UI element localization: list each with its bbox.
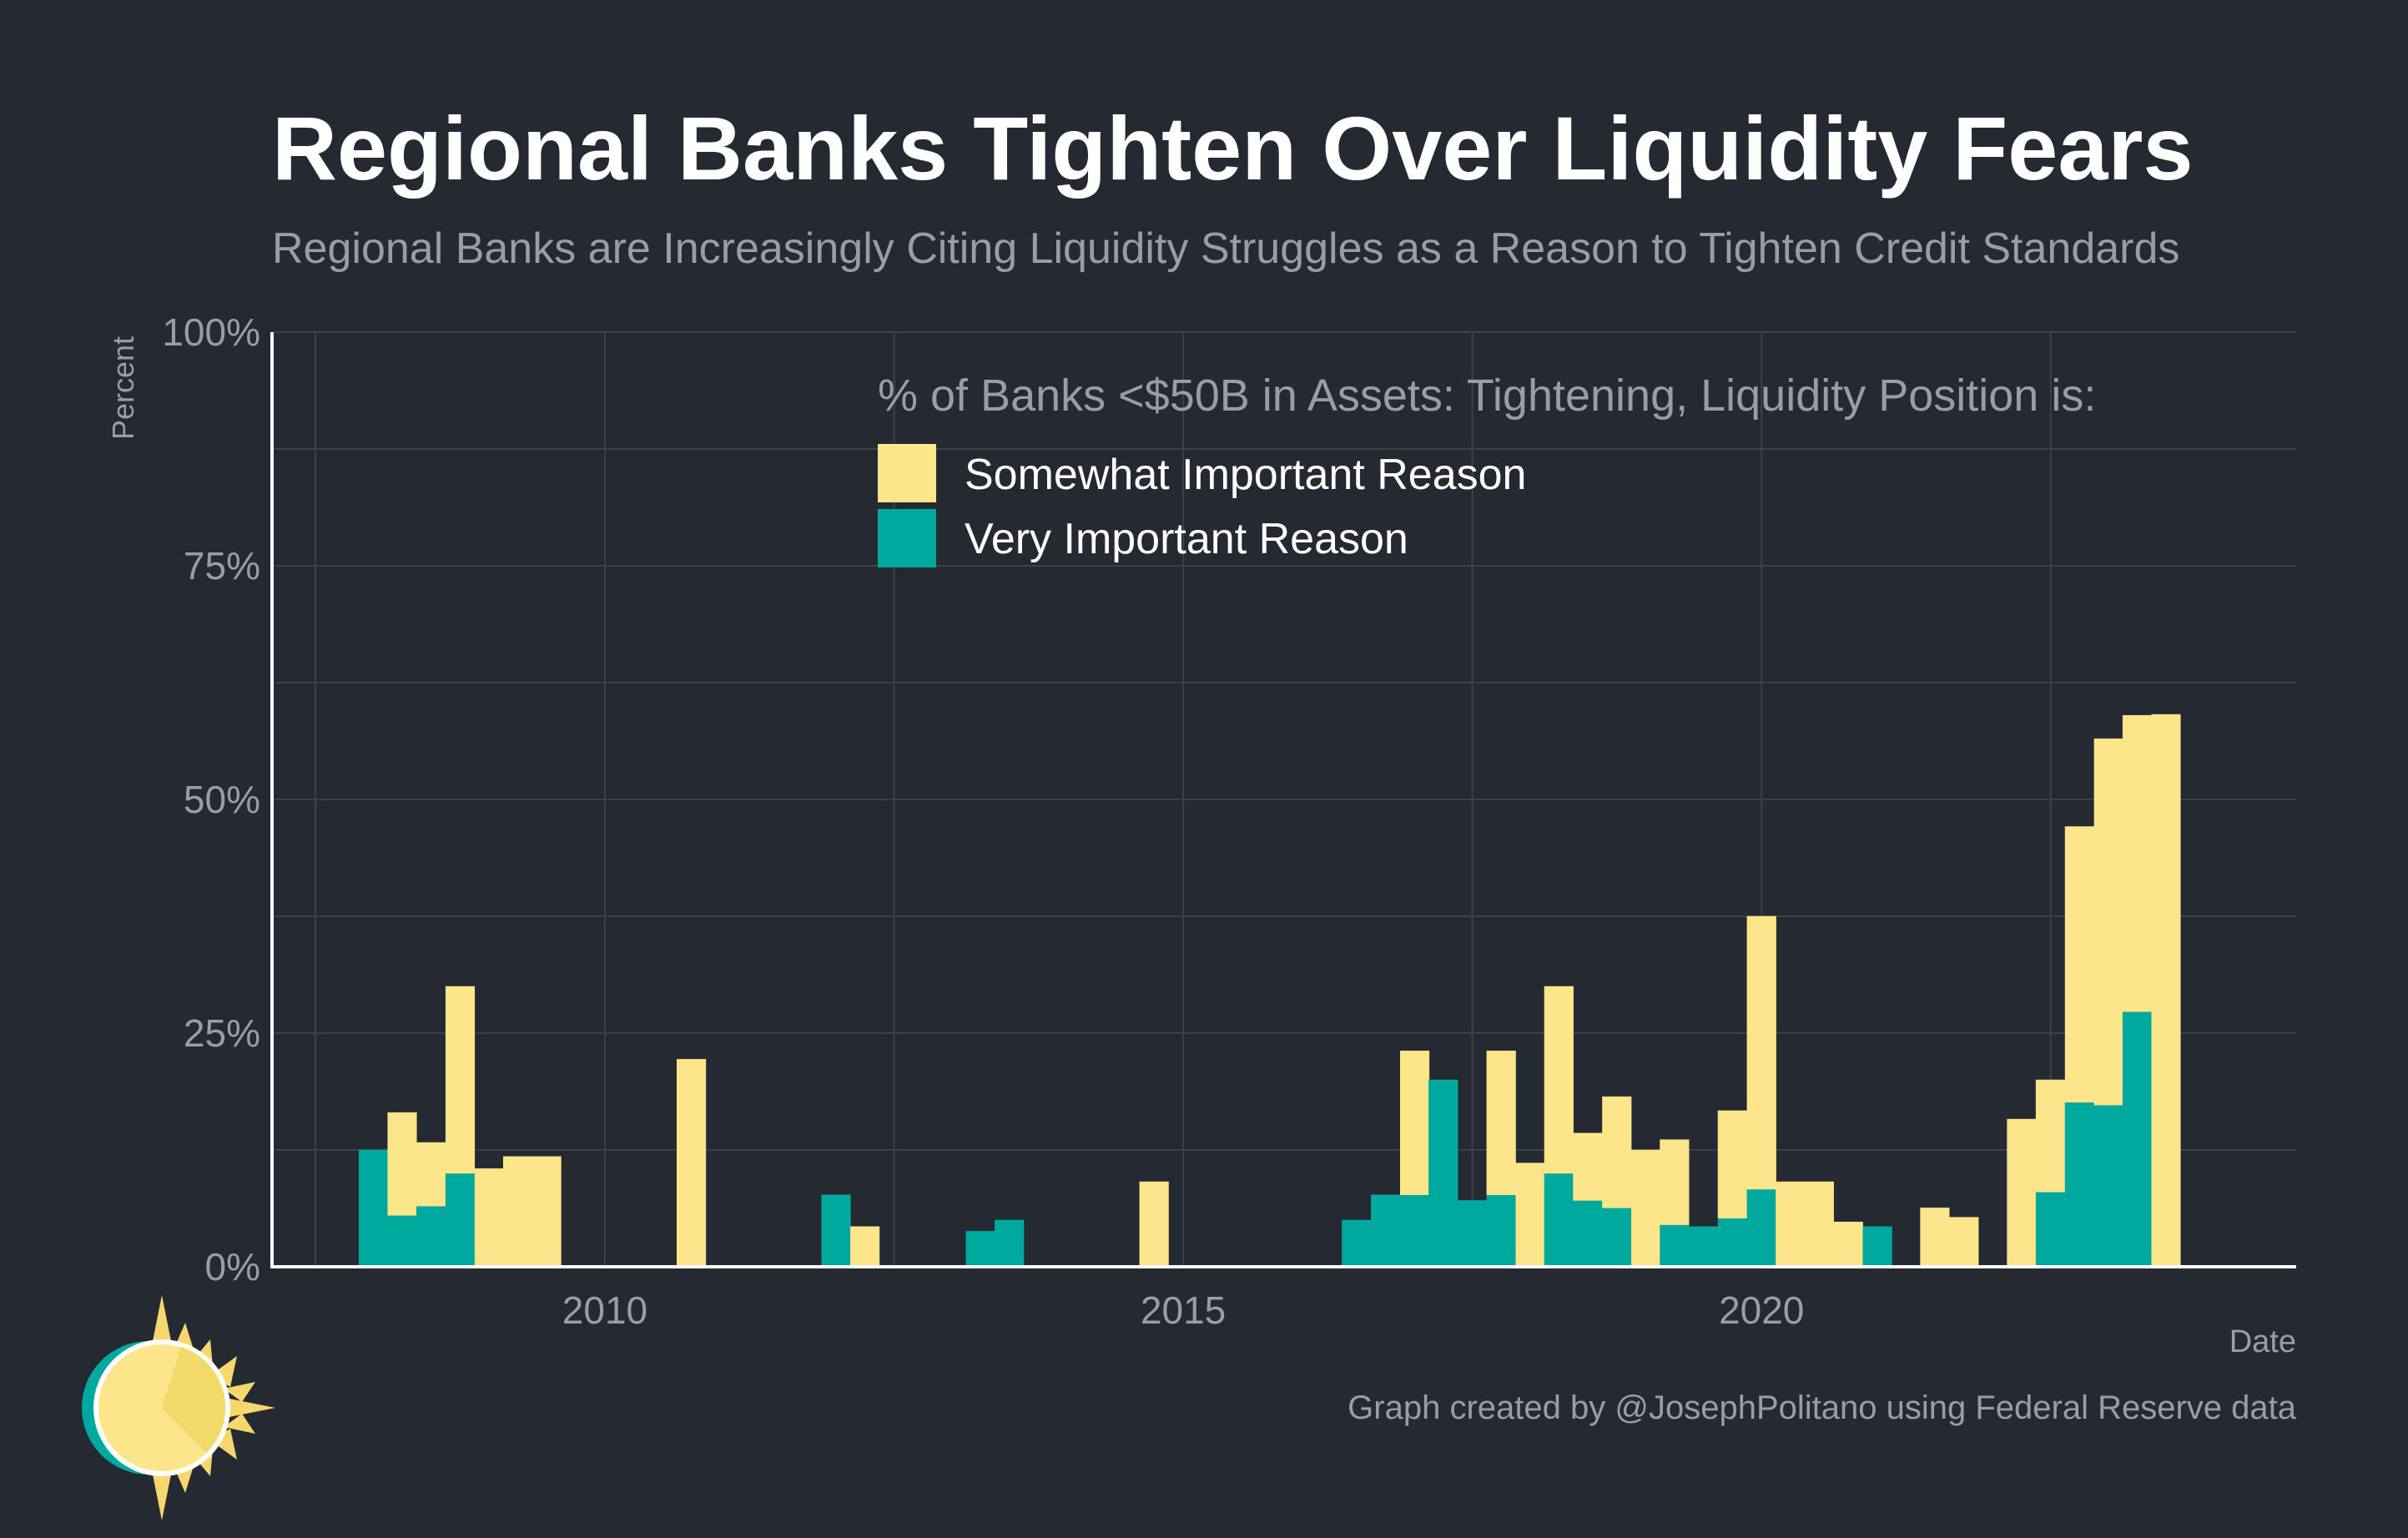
bars	[358, 714, 2181, 1268]
bar-segment	[1602, 1096, 1632, 1208]
bar-segment	[1573, 1200, 1603, 1268]
bar-segment	[387, 1215, 417, 1268]
bar-segment	[821, 1194, 851, 1268]
axes: 0% 25% 50% 75% 100% 2010 2015 2020	[162, 310, 2296, 1332]
bar-segment	[1602, 1208, 1632, 1268]
y-tick-label: 0%	[205, 1245, 260, 1288]
bar-segment	[2093, 1104, 2123, 1268]
x-tick-label: 2020	[1719, 1288, 1804, 1332]
bar-segment	[2064, 826, 2094, 1103]
bar-segment	[1688, 1226, 1718, 1268]
bar-segment	[1486, 1194, 1516, 1268]
legend: % of Banks <$50B in Assets: Tightening, …	[878, 371, 2096, 567]
bar-segment	[387, 1112, 417, 1216]
bar-segment	[1920, 1208, 1950, 1268]
bar-segment	[1862, 1226, 1892, 1268]
bar-segment	[1342, 1219, 1372, 1268]
bar-segment	[965, 1231, 995, 1268]
bar-segment	[445, 986, 476, 1174]
chart-title: Regional Banks Tighten Over Liquidity Fe…	[272, 98, 2194, 199]
bar-segment	[2122, 1011, 2153, 1268]
bar-segment	[1949, 1217, 1979, 1268]
y-tick-label: 75%	[184, 544, 260, 587]
y-axis-label: Percent	[106, 336, 140, 440]
sun-logo-icon	[82, 1295, 275, 1520]
grid-lines	[272, 331, 2296, 1268]
bar-segment	[2035, 1079, 2066, 1193]
chart-subtitle: Regional Banks are Increasingly Citing L…	[272, 224, 2179, 273]
bar-segment	[531, 1156, 562, 1268]
legend-title: % of Banks <$50B in Assets: Tightening, …	[878, 371, 2096, 421]
bar-segment	[1746, 915, 1776, 1190]
legend-swatch-very	[878, 509, 936, 567]
bar-segment	[474, 1168, 504, 1268]
bar-segment	[850, 1226, 880, 1268]
bar-segment	[416, 1205, 446, 1268]
bar-segment	[1139, 1181, 1169, 1268]
bar-segment	[1660, 1224, 1690, 1268]
y-tick-label: 50%	[184, 778, 260, 821]
bar-segment	[2035, 1192, 2066, 1268]
bar-segment	[677, 1059, 707, 1268]
bar-segment	[1746, 1188, 1776, 1268]
chart-caption: Graph created by @JosephPolitano using F…	[1348, 1389, 2297, 1426]
bar-segment	[1544, 1172, 1574, 1268]
bar-segment	[2007, 1118, 2037, 1268]
bar-segment	[2064, 1102, 2094, 1268]
bar-segment	[2122, 714, 2153, 1012]
bar-segment	[445, 1172, 476, 1268]
y-tick-label: 25%	[184, 1011, 260, 1055]
bar-segment	[1457, 1200, 1487, 1268]
bar-segment	[1717, 1110, 1747, 1219]
legend-label-very: Very Important Reason	[965, 515, 1408, 563]
bar-segment	[1833, 1221, 1863, 1268]
y-tick-label: 100%	[162, 310, 260, 354]
bar-segment	[358, 1149, 389, 1268]
bar-segment	[1428, 1079, 1458, 1268]
legend-swatch-somewhat	[878, 444, 936, 502]
bar-segment	[1400, 1194, 1430, 1268]
bar-segment	[416, 1142, 446, 1207]
bar-segment	[1660, 1139, 1690, 1225]
bar-segment	[1486, 1051, 1516, 1196]
bar-segment	[1573, 1132, 1603, 1201]
bar-segment	[1631, 1149, 1661, 1268]
bar-segment	[1776, 1181, 1806, 1268]
bar-segment	[1804, 1181, 1834, 1268]
legend-label-somewhat: Somewhat Important Reason	[965, 451, 1526, 499]
bar-segment	[1515, 1162, 1545, 1268]
bar-segment	[1544, 986, 1574, 1174]
bar-segment	[995, 1219, 1025, 1268]
bar-segment	[2151, 714, 2181, 1268]
bar-segment	[1400, 1051, 1430, 1196]
bar-segment	[1371, 1194, 1401, 1268]
bar-segment	[502, 1156, 533, 1268]
x-tick-label: 2010	[562, 1288, 647, 1332]
x-tick-label: 2015	[1141, 1288, 1226, 1332]
bar-segment	[1717, 1218, 1747, 1268]
bar-segment	[2093, 738, 2123, 1106]
x-axis-label: Date	[2229, 1324, 2296, 1359]
